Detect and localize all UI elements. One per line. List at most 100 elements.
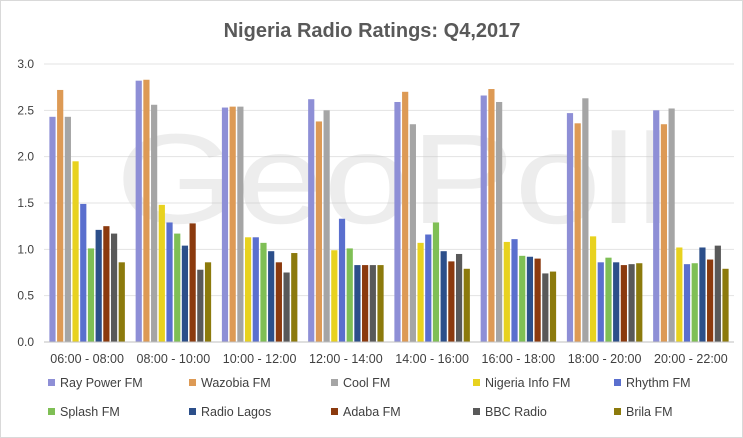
bar bbox=[394, 101, 401, 343]
legend-label: Splash FM bbox=[60, 405, 120, 419]
bar bbox=[110, 233, 118, 342]
bar bbox=[496, 101, 503, 343]
bar bbox=[432, 222, 440, 342]
legend-swatch bbox=[189, 379, 196, 386]
bar bbox=[308, 99, 315, 343]
category-label: 20:00 - 22:00 bbox=[654, 352, 728, 366]
bar bbox=[346, 248, 353, 342]
bar bbox=[135, 80, 142, 343]
bar bbox=[605, 257, 612, 342]
legend-label: Nigeria Info FM bbox=[485, 376, 570, 390]
category-label: 14:00 - 16:00 bbox=[395, 352, 469, 366]
legend-label: Wazobia FM bbox=[201, 376, 271, 390]
y-tick-label: 2.0 bbox=[17, 150, 34, 164]
bar bbox=[668, 108, 675, 342]
category-label: 16:00 - 18:00 bbox=[482, 352, 556, 366]
bar bbox=[80, 203, 87, 342]
bar bbox=[275, 262, 282, 342]
legend-swatch bbox=[473, 379, 480, 386]
y-tick-label: 0.0 bbox=[17, 335, 34, 349]
legend-label: Radio Lagos bbox=[201, 405, 271, 419]
bar bbox=[72, 161, 79, 342]
bar bbox=[699, 247, 706, 342]
legend-swatch bbox=[614, 379, 621, 386]
bar bbox=[197, 269, 204, 342]
bar bbox=[582, 98, 589, 342]
bar bbox=[237, 106, 244, 342]
legend-label: BBC Radio bbox=[485, 405, 547, 419]
bar bbox=[628, 264, 635, 342]
bar bbox=[338, 218, 346, 342]
category-labels: 06:00 - 08:00 08:00 - 10:00 10:00 - 12:00 1… bbox=[50, 352, 727, 366]
bar bbox=[369, 265, 376, 342]
bar bbox=[204, 262, 212, 342]
y-tick-label: 2.5 bbox=[17, 103, 34, 117]
legend: Ray Power FM Wazobia FM Cool FM Nigeria Inf… bbox=[48, 376, 691, 419]
bar bbox=[448, 261, 455, 342]
y-tick-label: 0.5 bbox=[17, 289, 34, 303]
legend-swatch bbox=[48, 379, 55, 386]
bar bbox=[519, 255, 526, 342]
bar bbox=[542, 273, 549, 342]
bar bbox=[291, 253, 298, 342]
bar bbox=[189, 223, 196, 342]
bar bbox=[440, 251, 447, 342]
bar bbox=[118, 262, 125, 342]
y-tick-label: 1.5 bbox=[17, 196, 34, 210]
legend-swatch bbox=[331, 408, 338, 415]
bar bbox=[283, 272, 290, 342]
bar bbox=[331, 250, 338, 342]
chart-title: Nigeria Radio Ratings: Q4,2017 bbox=[224, 20, 521, 42]
bar bbox=[244, 237, 252, 342]
bar bbox=[707, 259, 714, 342]
bar bbox=[181, 245, 189, 342]
bar bbox=[676, 247, 683, 342]
y-tick-labels: 0.0 0.5 1.0 1.5 2.0 2.5 3.0 bbox=[17, 57, 34, 349]
legend-swatch bbox=[189, 408, 196, 415]
bar bbox=[158, 204, 165, 342]
bar bbox=[166, 222, 173, 342]
bar bbox=[683, 264, 691, 342]
bar bbox=[488, 89, 495, 343]
bars-layer bbox=[49, 79, 729, 343]
y-tick-label: 1.0 bbox=[17, 242, 34, 256]
bar bbox=[660, 124, 668, 342]
bar bbox=[221, 107, 229, 342]
bar bbox=[103, 226, 110, 342]
bar bbox=[620, 265, 627, 342]
bar bbox=[480, 95, 487, 342]
bar bbox=[252, 237, 259, 342]
bar bbox=[463, 268, 470, 342]
bar bbox=[95, 229, 102, 342]
bar bbox=[722, 268, 729, 342]
bar bbox=[57, 89, 64, 342]
category-label: 12:00 - 14:00 bbox=[309, 352, 383, 366]
bar bbox=[64, 116, 71, 342]
bar bbox=[315, 121, 323, 342]
bar bbox=[362, 265, 369, 342]
bar bbox=[613, 262, 620, 342]
legend-label: Cool FM bbox=[343, 376, 390, 390]
legend-swatch bbox=[48, 408, 55, 415]
bar bbox=[268, 251, 275, 342]
bar bbox=[714, 245, 721, 342]
legend-label: Adaba FM bbox=[343, 405, 401, 419]
bar bbox=[566, 113, 574, 342]
bar bbox=[49, 116, 56, 342]
legend-label: Rhythm FM bbox=[626, 376, 691, 390]
bar bbox=[229, 106, 236, 342]
bar bbox=[549, 271, 557, 342]
bar bbox=[653, 110, 660, 342]
bar bbox=[574, 123, 581, 342]
category-label: 18:00 - 20:00 bbox=[568, 352, 642, 366]
category-label: 08:00 - 10:00 bbox=[137, 352, 211, 366]
bar bbox=[151, 104, 158, 343]
bar bbox=[323, 110, 330, 342]
bar bbox=[526, 256, 534, 342]
legend-label: Brila FM bbox=[626, 405, 673, 419]
legend-swatch bbox=[473, 408, 480, 415]
bar bbox=[402, 91, 409, 342]
bar bbox=[691, 263, 698, 342]
legend-swatch bbox=[331, 379, 338, 386]
